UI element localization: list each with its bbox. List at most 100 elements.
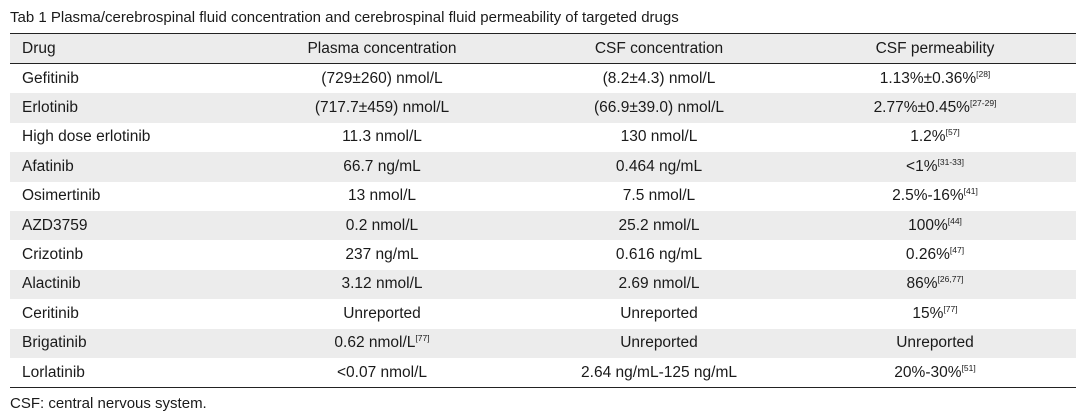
table-row: Brigatinib 0.62 nmol/L[77] Unreported Unrep… xyxy=(10,328,1076,358)
cell-drug-text: Gefitinib xyxy=(22,69,79,87)
reference-citation: [44] xyxy=(947,215,962,226)
cell-drug: Afatinib xyxy=(10,158,240,176)
cell-drug: High dose erlotinib xyxy=(10,128,240,146)
cell-csf: 0.464 ng/mL xyxy=(524,158,794,176)
cell-plasma-text: 0.2 nmol/L xyxy=(345,216,419,234)
cell-csf-text: Unreported xyxy=(620,334,698,352)
cell-permeability: 1.13%±0.36%[28] xyxy=(794,68,1076,88)
cell-drug-text: Afatinib xyxy=(22,157,74,175)
cell-csf: 2.69 nmol/L xyxy=(524,275,794,293)
cell-drug: Gefitinib xyxy=(10,70,240,88)
cell-drug: Brigatinib xyxy=(10,334,240,352)
reference-citation: [28] xyxy=(976,68,991,79)
cell-permeability: Unreported xyxy=(794,334,1076,352)
cell-csf: Unreported xyxy=(524,334,794,352)
cell-csf: (8.2±4.3) nmol/L xyxy=(524,70,794,88)
cell-plasma-text: <0.07 nmol/L xyxy=(336,363,428,381)
table-row: Afatinib 66.7 ng/mL 0.464 ng/mL <1%[31-33] xyxy=(10,152,1076,182)
cell-permeability: 2.77%±0.45%[27-29] xyxy=(794,99,1076,117)
cell-csf: 2.64 ng/mL-125 ng/mL xyxy=(524,364,794,382)
table-row: High dose erlotinib 11.3 nmol/L 130 nmol/L… xyxy=(10,123,1076,152)
cell-permeability: 0.26%[47] xyxy=(794,246,1076,264)
cell-plasma: 0.2 nmol/L xyxy=(240,217,524,235)
cell-drug: Osimertinib xyxy=(10,187,240,205)
reference-citation: [26,77] xyxy=(937,274,964,285)
cell-csf: 25.2 nmol/L xyxy=(524,217,794,235)
cell-drug-text: High dose erlotinib xyxy=(22,128,151,146)
cell-csf-text: (66.9±39.0) nmol/L xyxy=(594,99,724,117)
cell-plasma: 66.7 ng/mL xyxy=(240,158,524,176)
table-row: Ceritinib Unreported Unreported 15%[77] xyxy=(10,299,1076,328)
cell-csf-text: Unreported xyxy=(620,304,698,322)
cell-permeability: <1%[31-33] xyxy=(794,158,1076,176)
cell-drug-text: Osimertinib xyxy=(22,187,101,205)
reference-citation: [51] xyxy=(961,362,976,373)
cell-csf-text: (8.2±4.3) nmol/L xyxy=(602,69,716,87)
cell-plasma-text: (717.7±459) nmol/L xyxy=(314,99,450,117)
cell-plasma: 13 nmol/L xyxy=(240,187,524,205)
cell-permeability-text: 86% xyxy=(906,275,938,293)
reference-citation: [27-29] xyxy=(969,98,997,109)
cell-csf: 7.5 nmol/L xyxy=(524,187,794,205)
cell-drug: AZD3759 xyxy=(10,217,240,235)
cell-permeability-text: 20%-30% xyxy=(894,363,962,381)
cell-csf: 0.616 ng/mL xyxy=(524,246,794,264)
table-row: Alactinib 3.12 nmol/L 2.69 nmol/L 86%[26,77… xyxy=(10,269,1076,300)
cell-drug: Ceritinib xyxy=(10,305,240,323)
table-header-row: Drug Plasma concentration CSF concentrat… xyxy=(10,34,1076,64)
cell-csf: (66.9±39.0) nmol/L xyxy=(524,99,794,117)
cell-plasma: 3.12 nmol/L xyxy=(240,275,524,293)
cell-plasma: Unreported xyxy=(240,305,524,323)
cell-plasma-text: 11.3 nmol/L xyxy=(342,128,422,146)
cell-plasma: 237 ng/mL xyxy=(240,246,524,264)
cell-plasma-text: (729±260) nmol/L xyxy=(321,69,443,87)
cell-drug-text: Alactinib xyxy=(22,275,81,293)
table-row: Gefitinib (729±260) nmol/L (8.2±4.3) nmol/… xyxy=(10,64,1076,93)
cell-plasma-text: 237 ng/mL xyxy=(345,246,419,264)
cell-csf: Unreported xyxy=(524,305,794,323)
cell-permeability-text: 0.26% xyxy=(905,246,950,264)
cell-permeability: 100%[44] xyxy=(794,215,1076,235)
cell-plasma-text: 3.12 nmol/L xyxy=(341,275,423,293)
cell-drug: Crizotinb xyxy=(10,246,240,264)
table-caption: Tab 1 Plasma/cerebrospinal fluid concent… xyxy=(10,9,679,26)
cell-permeability-text: 100% xyxy=(908,216,948,234)
cell-permeability-text: 1.2% xyxy=(910,128,946,146)
cell-permeability-text: 15% xyxy=(912,304,944,322)
cell-permeability-text: 1.13%±0.36% xyxy=(879,69,977,87)
reference-citation: [31-33] xyxy=(937,156,964,167)
reference-citation: [41] xyxy=(963,186,978,197)
cell-csf-text: 0.464 ng/mL xyxy=(615,157,703,175)
cell-plasma: 0.62 nmol/L[77] xyxy=(240,334,524,352)
cell-permeability-text: 2.5%-16% xyxy=(892,187,964,205)
cell-csf-text: 25.2 nmol/L xyxy=(618,216,700,234)
cell-permeability: 2.5%-16%[41] xyxy=(794,187,1076,205)
cell-csf-text: 2.64 ng/mL-125 ng/mL xyxy=(581,363,737,381)
header-csf-concentration: CSF concentration xyxy=(594,39,724,57)
cell-permeability-text: Unreported xyxy=(896,334,974,352)
cell-permeability: 1.2%[57] xyxy=(794,128,1076,146)
reference-citation: [77] xyxy=(415,333,430,344)
cell-plasma: (717.7±459) nmol/L xyxy=(240,99,524,117)
cell-plasma: (729±260) nmol/L xyxy=(240,70,524,88)
cell-permeability: 20%-30%[51] xyxy=(794,362,1076,382)
table-row: AZD3759 0.2 nmol/L 25.2 nmol/L 100%[44] xyxy=(10,210,1076,241)
cell-drug-text: Brigatinib xyxy=(22,334,87,352)
cell-csf: 130 nmol/L xyxy=(524,128,794,146)
cell-drug: Erlotinib xyxy=(10,99,240,117)
table-row: Crizotinb 237 ng/mL 0.616 ng/mL 0.26%[47] xyxy=(10,240,1076,269)
table-row: Osimertinib 13 nmol/L 7.5 nmol/L 2.5%-16%[4… xyxy=(10,182,1076,211)
header-csf-permeability: CSF permeability xyxy=(875,39,995,57)
cell-csf-text: 0.616 ng/mL xyxy=(615,246,703,264)
cell-drug-text: Ceritinib xyxy=(22,304,79,322)
cell-csf-text: 2.69 nmol/L xyxy=(618,275,700,293)
reference-citation: [57] xyxy=(945,127,960,138)
cell-drug-text: AZD3759 xyxy=(22,216,88,234)
cell-permeability-text: <1% xyxy=(906,157,938,175)
cell-drug-text: Lorlatinib xyxy=(22,363,85,381)
table-row: Lorlatinib <0.07 nmol/L 2.64 ng/mL-125 ng/… xyxy=(10,358,1076,387)
cell-plasma-text: 0.62 nmol/L xyxy=(334,334,416,352)
cell-csf-text: 130 nmol/L xyxy=(620,128,698,146)
table-row: Erlotinib (717.7±459) nmol/L (66.9±39.0) n… xyxy=(10,93,1076,123)
cell-drug-text: Crizotinb xyxy=(22,246,84,264)
